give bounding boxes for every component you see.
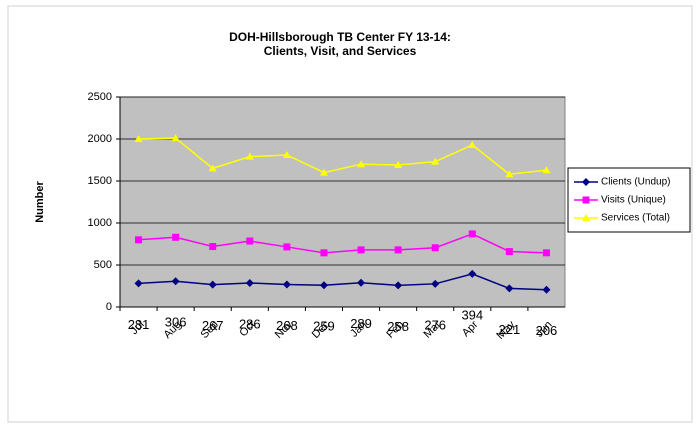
marker [468, 230, 476, 238]
data-label: 267 [202, 318, 224, 333]
marker [171, 134, 180, 142]
marker [283, 243, 291, 251]
marker [542, 285, 551, 294]
series-line [138, 137, 547, 176]
marker [246, 237, 254, 245]
data-label: 289 [350, 316, 372, 331]
data-label: 259 [313, 319, 335, 334]
marker [431, 279, 440, 288]
y-tick-label: 0 [106, 301, 112, 313]
legend-label: Visits (Unique) [601, 195, 666, 206]
marker [468, 269, 477, 278]
data-label: 276 [424, 317, 446, 332]
marker [431, 157, 440, 165]
marker [135, 236, 143, 244]
marker [505, 284, 514, 293]
marker [282, 280, 291, 289]
marker [394, 161, 403, 169]
marker [505, 170, 514, 178]
marker [319, 168, 328, 176]
marker [468, 140, 477, 148]
marker [209, 243, 217, 251]
marker [357, 160, 366, 168]
marker [171, 277, 180, 286]
y-tick-label: 500 [94, 259, 112, 271]
legend-label: Clients (Undup) [601, 177, 670, 188]
chart-subtitle: Clients, Visit, and Services [264, 44, 417, 58]
marker [208, 280, 217, 289]
marker [394, 281, 403, 290]
marker [245, 152, 254, 160]
marker [320, 249, 328, 257]
series-line [138, 273, 547, 291]
data-label: 258 [387, 319, 409, 334]
data-label: 286 [239, 316, 261, 331]
legend-marker [582, 196, 590, 204]
marker [394, 246, 402, 254]
data-label: 268 [276, 318, 298, 333]
legend-marker [582, 214, 590, 221]
legend-marker [582, 178, 590, 186]
marker [357, 278, 366, 287]
series-line [138, 233, 547, 254]
marker [319, 281, 328, 290]
marker [134, 135, 143, 142]
marker [431, 244, 439, 252]
y-axis-label: Number [34, 181, 46, 223]
marker [134, 279, 143, 288]
marker [357, 246, 365, 254]
legend-label: Services (Total) [601, 213, 670, 224]
chart-title: DOH-Hillsborough TB Center FY 13-14: [229, 30, 451, 44]
marker [542, 166, 551, 174]
data-label: 206 [536, 323, 558, 338]
y-tick-label: 2500 [88, 91, 112, 103]
marker [172, 233, 180, 241]
marker [505, 248, 513, 256]
y-tick-label: 1000 [88, 217, 112, 229]
data-label: 306 [165, 315, 187, 330]
marker [208, 164, 217, 172]
marker [245, 278, 254, 287]
y-tick-label: 1500 [88, 175, 112, 187]
y-tick-label: 2000 [88, 133, 112, 145]
data-label: 221 [499, 322, 521, 337]
marker [282, 150, 291, 158]
data-label: 281 [128, 317, 150, 332]
data-label: 394 [461, 307, 483, 322]
plot-area [119, 96, 566, 308]
marker [542, 249, 550, 257]
